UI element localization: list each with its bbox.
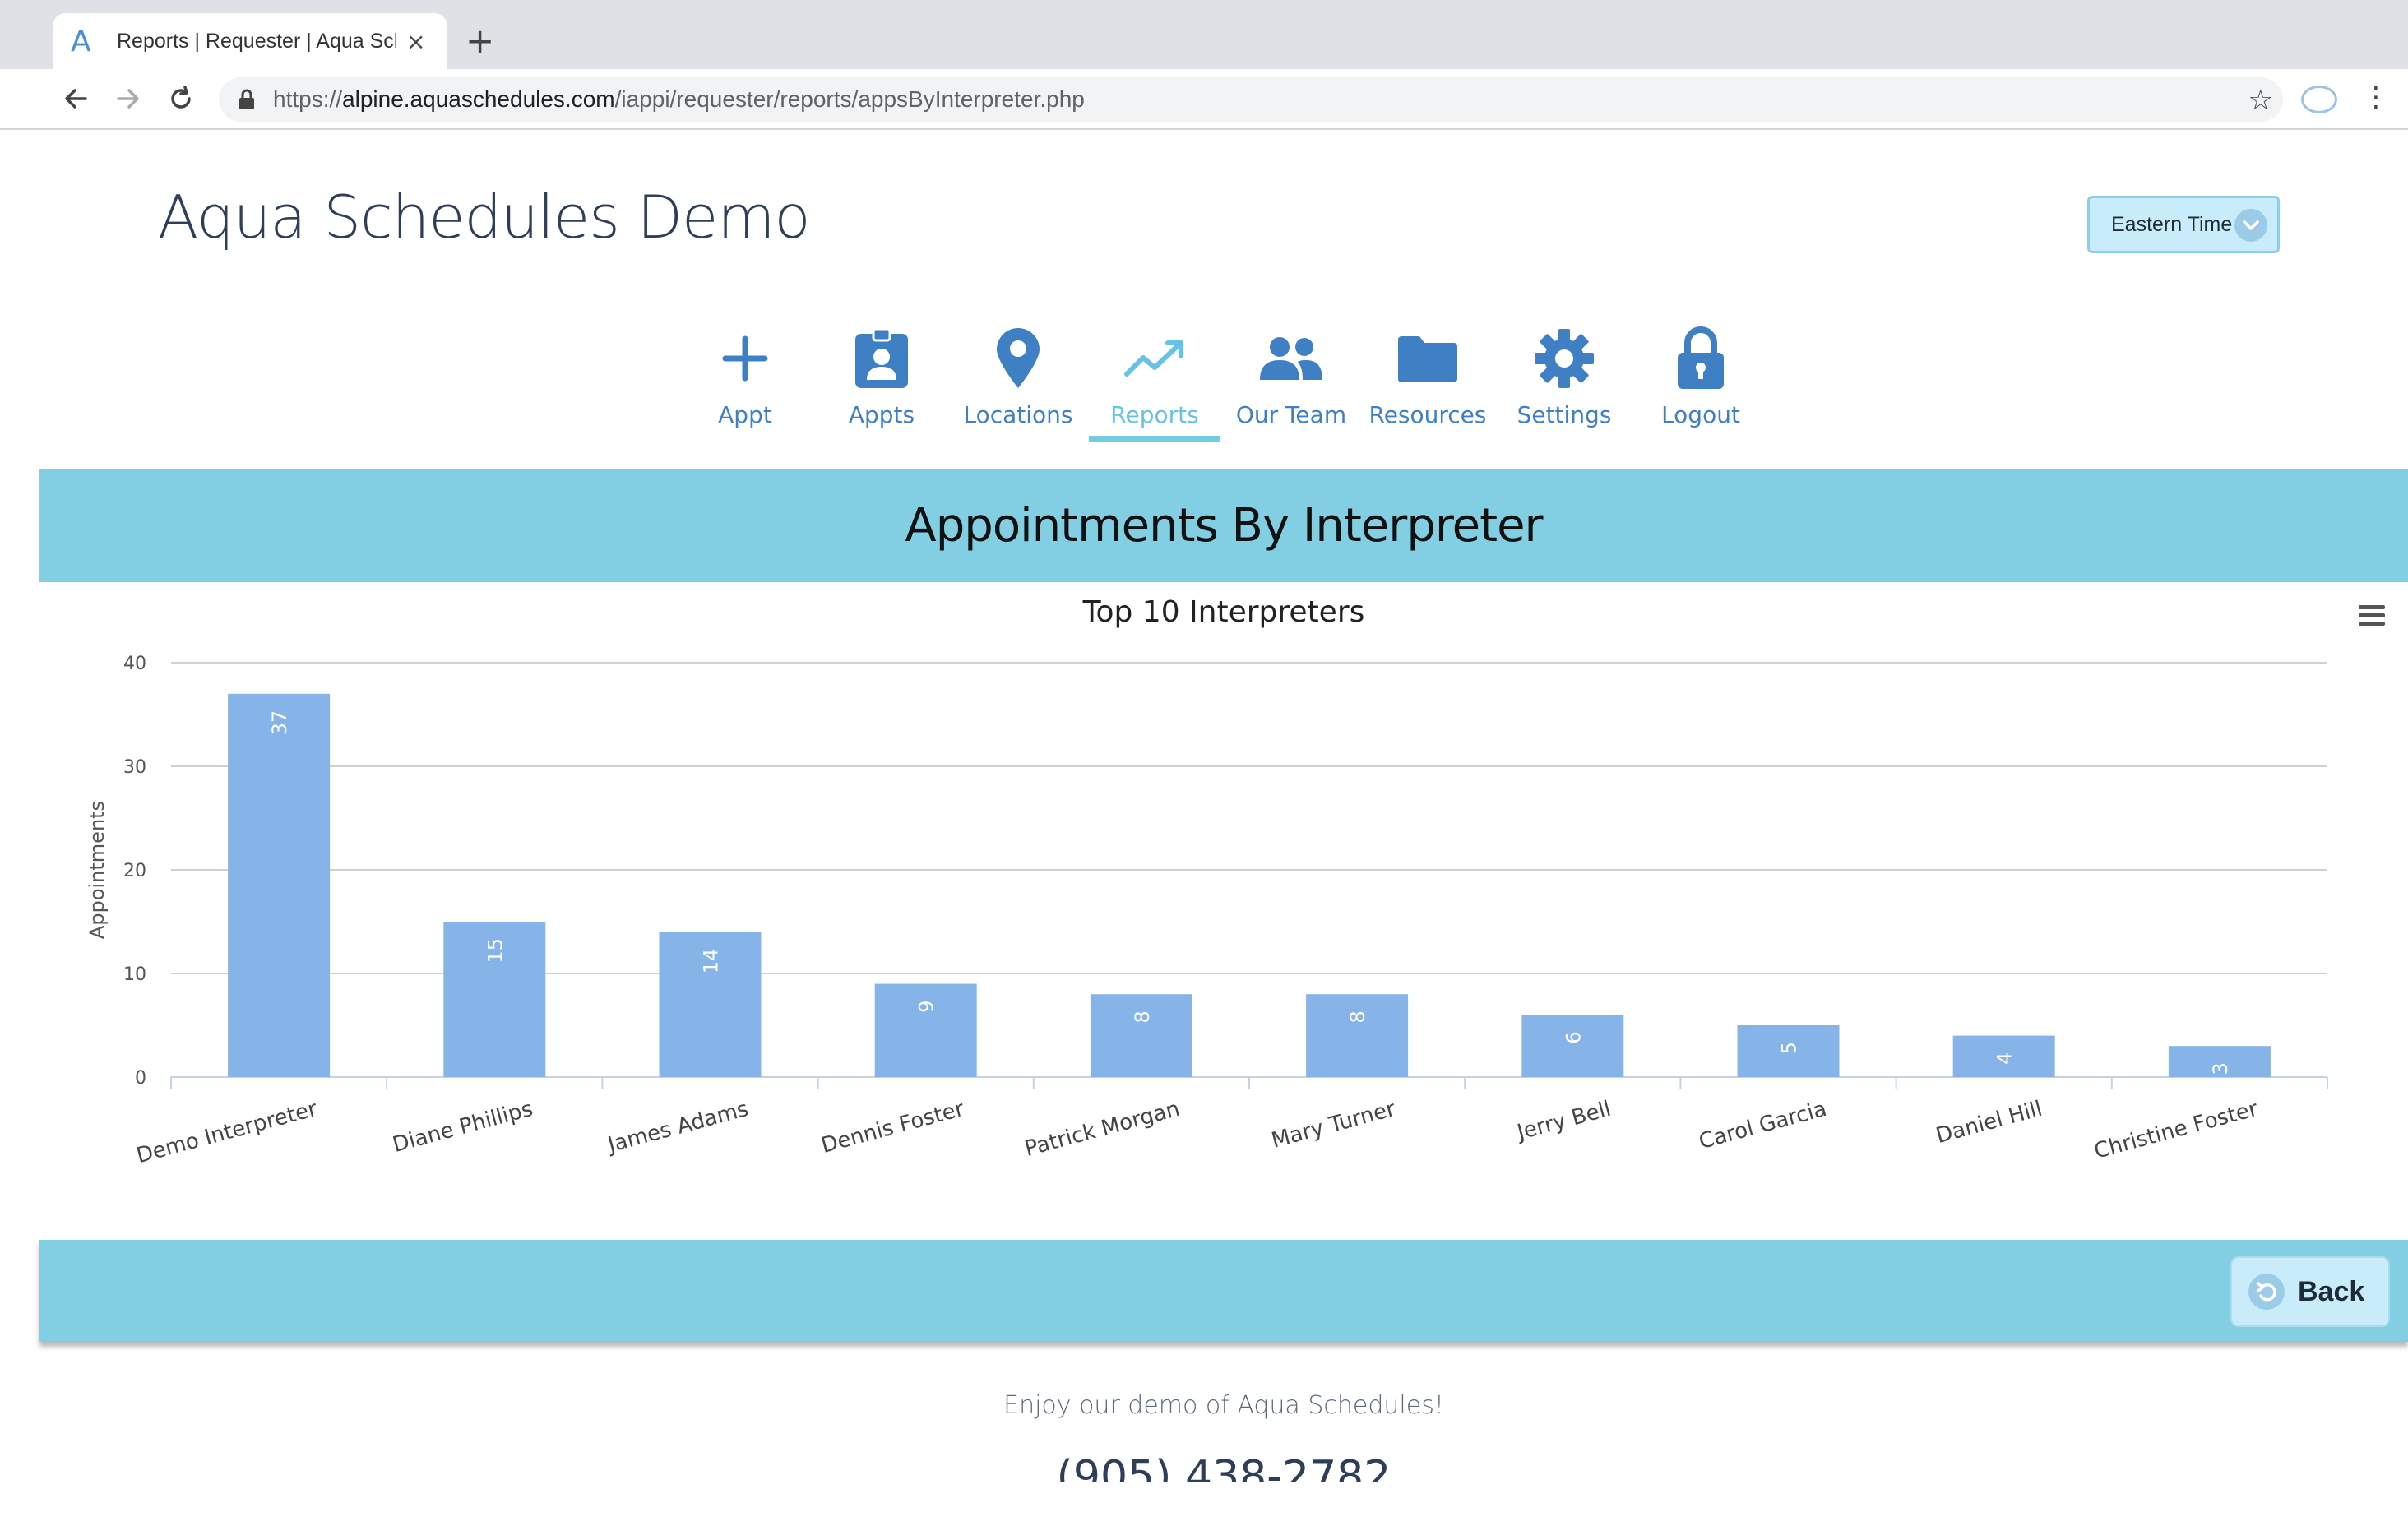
bar [1306,994,1409,1077]
bar [443,922,546,1077]
y-tick-label: 20 [123,861,146,881]
x-tick-label: Diane Phillips [390,1097,535,1158]
bar [1521,1015,1624,1077]
timezone-select[interactable]: Eastern Time [2087,196,2280,253]
active-tab-indicator [1089,436,1220,442]
back-button[interactable]: Back [2230,1256,2390,1327]
plus-icon [712,326,778,391]
nav-label: Settings [1517,401,1612,428]
nav-label: Locations [963,401,1073,428]
footer-phone: (905) 438-2782 [1056,1452,1392,1482]
data-label: 37 [268,710,291,736]
bar [874,983,977,1077]
report-header: Appointments By Interpreter [39,469,2408,582]
data-label: 15 [484,938,507,964]
map-pin-icon [985,326,1051,391]
nav-label: Resources [1368,401,1487,428]
x-tick-label: Mary Turner [1269,1097,1398,1154]
nav-label: Appts [848,401,915,428]
nav-our-team[interactable]: Our Team [1225,326,1357,441]
x-tick-label: Christine Foster [2091,1097,2261,1164]
data-label: 6 [1562,1031,1585,1043]
report-footer [39,1240,2408,1342]
bar-chart: Top 10 Interpreters 0 10 20 30 40 Appointments… [86,595,2328,1169]
nav-label: Appt [718,401,772,428]
data-label: 9 [915,1001,938,1013]
y-tick-label: 0 [135,1068,146,1089]
forward-arrow-icon[interactable] [110,81,146,117]
undo-arrow-icon [2248,1274,2285,1310]
gear-icon [1531,326,1597,391]
id-badge-icon [849,326,915,391]
footer-message: Enjoy our demo of Aqua Schedules! [1003,1391,1444,1420]
data-label: 14 [700,949,723,974]
lock-icon [238,89,255,114]
data-label: 5 [1778,1042,1801,1054]
trend-line-icon [1122,326,1188,391]
timezone-label: Eastern Time [2111,212,2233,236]
address-bar[interactable]: https://alpine.aquaschedules.com/iappi/r… [219,77,2283,122]
nav-appts[interactable]: Appts [816,326,947,441]
chart-title: Top 10 Interpreters [1082,595,1365,629]
nav-reports[interactable]: Reports [1089,326,1220,441]
x-tick-label: James Adams [604,1097,751,1158]
tab-close-icon[interactable]: × [406,27,426,55]
bar [1737,1025,1840,1077]
data-label: 3 [2209,1062,2232,1075]
app-title: Aqua Schedules Demo [158,183,811,252]
padlock-icon [1668,326,1734,391]
nav-appt[interactable]: Appt [679,326,811,441]
x-tick-label: Patrick Morgan [1022,1097,1183,1162]
y-axis-label: Appointments [86,801,109,939]
bar [1952,1035,2055,1077]
bar [659,932,762,1077]
chart-menu-icon[interactable] [2357,603,2387,632]
bookmark-star-icon[interactable]: ☆ [2248,84,2273,117]
back-label: Back [2298,1275,2365,1307]
url-text: https://alpine.aquaschedules.com/iappi/r… [273,86,1085,112]
nav-settings[interactable]: Settings [1498,326,1630,441]
bar [1090,994,1192,1077]
nav-locations[interactable]: Locations [952,326,1084,441]
browser-tabstrip: A Reports | Requester | Aqua Sch × + [0,0,2408,69]
reload-icon[interactable] [163,81,199,117]
data-label: 8 [1131,1010,1154,1023]
y-tick-label: 40 [123,654,146,674]
x-tick-label: Jerry Bell [1513,1097,1614,1146]
bar [228,693,331,1077]
more-menu-icon[interactable]: ⋮ [2362,81,2390,113]
data-label: 4 [1994,1052,2017,1065]
nav-label: Our Team [1235,401,1347,428]
folder-icon [1395,326,1461,391]
y-tick-label: 10 [123,964,146,985]
x-tick-label: Demo Interpreter [134,1097,320,1169]
aqua-favicon-icon: A [71,24,91,58]
back-arrow-icon[interactable] [58,81,94,117]
x-tick-label: Daniel Hill [1933,1097,2045,1149]
browser-tab[interactable]: A Reports | Requester | Aqua Sch × [53,13,447,69]
nav-label: Logout [1661,401,1740,428]
chevron-down-icon [2234,209,2267,242]
data-label: 8 [1346,1010,1369,1023]
y-tick-label: 30 [123,757,146,778]
tab-title: Reports | Requester | Aqua Sch [117,29,396,53]
nav-label: Reports [1110,401,1199,428]
report-title: Appointments By Interpreter [905,498,1543,553]
new-tab-button[interactable]: + [465,21,495,61]
x-tick-label: Carol Garcia [1697,1097,1830,1154]
nav-logout[interactable]: Logout [1635,326,1767,441]
people-icon [1258,326,1324,391]
bar [2168,1046,2271,1077]
nav-resources[interactable]: Resources [1362,326,1493,441]
x-tick-label: Dennis Foster [818,1097,966,1158]
chart-container: Top 10 Interpreters 0 10 20 30 40 Appointments… [39,582,2408,1240]
extension-icon[interactable] [2301,86,2337,113]
